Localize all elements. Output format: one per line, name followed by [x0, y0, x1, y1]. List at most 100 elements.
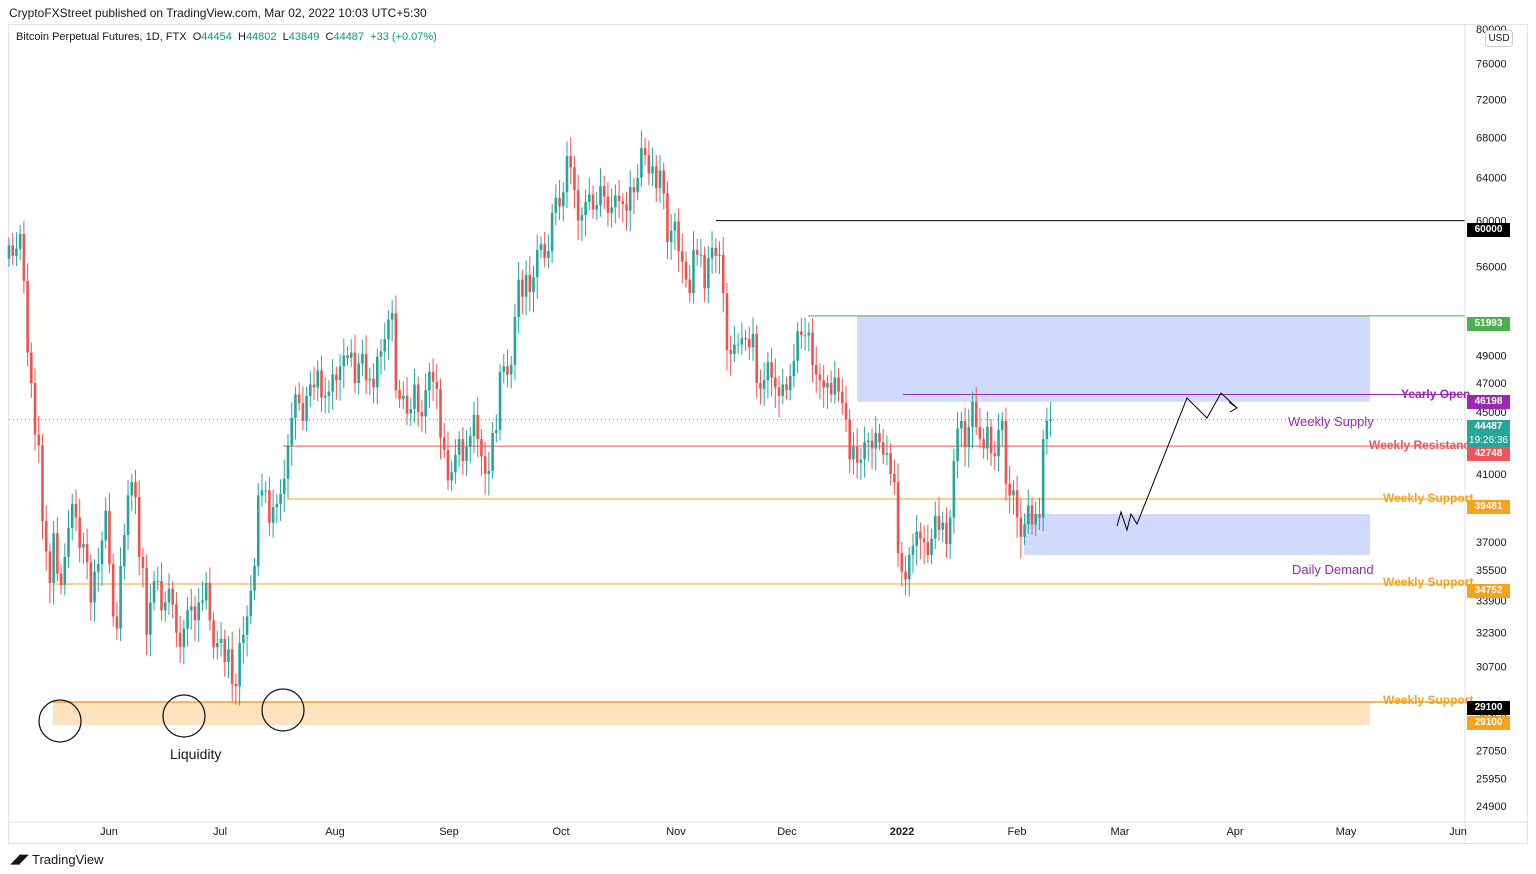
candle-body [1023, 524, 1026, 537]
candle-body [67, 528, 70, 557]
y-tick-label: 56000 [1476, 261, 1507, 273]
candle-body [699, 254, 703, 256]
candle-body [662, 170, 666, 194]
candle-body [256, 495, 260, 567]
liquidity-label: Liquidity [170, 746, 222, 762]
candle-body [93, 571, 96, 603]
x-tick-label: Nov [666, 826, 686, 838]
badge-60000: 60000 [1467, 223, 1510, 237]
candle-body [33, 383, 37, 435]
candle-body [175, 604, 178, 633]
candle-body [907, 554, 911, 580]
candle-body [253, 566, 256, 591]
candle-body [930, 538, 933, 555]
candle-body [561, 192, 565, 207]
candle-body [729, 349, 732, 354]
badge-34752: 34752 [1467, 584, 1510, 598]
candle-body [405, 395, 409, 414]
candle-body [301, 403, 305, 421]
open-value: 44454 [201, 31, 232, 43]
candle-body [111, 564, 115, 617]
candle-body [640, 148, 643, 178]
candle-body [725, 293, 729, 350]
candle-body [755, 333, 759, 384]
candle-body [982, 439, 985, 449]
y-tick-label: 30700 [1476, 661, 1507, 673]
candle-body [1015, 490, 1019, 518]
candle-body [688, 279, 692, 294]
candle-body [569, 156, 573, 168]
badge-51993: 51993 [1467, 317, 1510, 331]
candle-body [372, 378, 375, 388]
candle-body [524, 274, 528, 297]
candle-body [41, 445, 44, 522]
candle-body [714, 247, 718, 256]
candle-body [442, 437, 446, 451]
candle-body [52, 533, 55, 584]
candle-body [56, 533, 59, 574]
candle-body [242, 634, 245, 644]
x-tick-label: Mar [1111, 826, 1130, 838]
candle-body [227, 649, 230, 663]
candle-body [829, 383, 833, 395]
change-value: +33 (+0.07%) [370, 31, 437, 43]
candle-body [297, 394, 301, 404]
x-tick-label: Dec [777, 826, 797, 838]
candle-body [904, 571, 907, 580]
yearly-open-label: Yearly Open [1401, 387, 1471, 401]
candle-body [115, 616, 119, 629]
y-tick-label: 68000 [1476, 132, 1507, 144]
candle-body [628, 187, 632, 211]
candle-body [840, 391, 844, 404]
candle-body [282, 478, 286, 494]
candle-body [420, 411, 424, 417]
y-tick-label: 76000 [1476, 58, 1507, 70]
candle-body [517, 279, 520, 318]
candle-body [446, 450, 450, 481]
candle-body [63, 556, 67, 585]
candle-body [677, 221, 680, 252]
candle-body [216, 643, 219, 648]
candle-body [621, 200, 625, 205]
badge-29100-black: 29100 [1467, 701, 1510, 715]
candle-body [424, 390, 427, 417]
candle-body [599, 185, 602, 206]
candle-body [335, 374, 338, 381]
candle-body [565, 156, 569, 193]
candle-body [383, 339, 387, 352]
candle-body [1038, 514, 1041, 518]
candle-body [349, 352, 353, 359]
candle-body [268, 490, 271, 523]
y-tick-label: 41000 [1476, 469, 1507, 481]
candle-body [606, 196, 610, 213]
candle-body [346, 355, 349, 359]
candle-body [684, 261, 688, 280]
candle-body [1030, 505, 1034, 525]
candle-body [286, 445, 290, 479]
candle-body [963, 420, 967, 447]
candle-body [774, 377, 777, 388]
candle-body [439, 388, 442, 438]
candle-body [37, 434, 41, 446]
candle-body [762, 380, 766, 389]
candle-body [387, 319, 390, 340]
candle-body [811, 332, 814, 365]
candle-body [859, 459, 863, 463]
y-tick-label: 33900 [1476, 595, 1507, 607]
candle-body [119, 566, 122, 629]
candle-body [123, 535, 126, 567]
candle-body [867, 440, 870, 443]
candle-body [535, 250, 539, 278]
currency-button[interactable]: USD [1485, 30, 1513, 47]
candle-body [44, 521, 48, 552]
candle-body [59, 573, 63, 585]
candle-body [89, 562, 93, 603]
tradingview-brand[interactable]: ◢◤ TradingView [10, 851, 104, 867]
candle-body [234, 684, 238, 687]
candle-body [952, 461, 956, 518]
candle-body [435, 381, 439, 389]
weekly-support-label-2: Weekly Support [1383, 575, 1474, 589]
x-tick-label: Feb [1008, 826, 1027, 838]
open-label: O [192, 31, 202, 43]
